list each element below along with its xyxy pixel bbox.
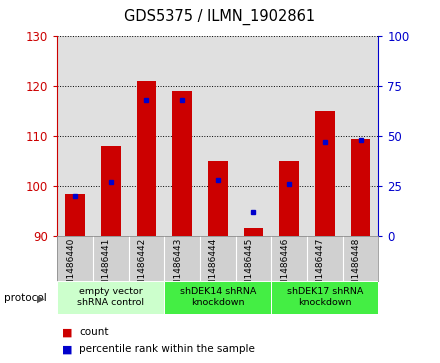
Text: GDS5375 / ILMN_1902861: GDS5375 / ILMN_1902861 [125,9,315,25]
Bar [208,161,227,236]
Text: GSM1486447: GSM1486447 [316,237,325,298]
Bar [172,91,192,236]
Text: protocol: protocol [4,293,47,303]
Text: GSM1486440: GSM1486440 [66,237,75,298]
Text: GSM1486445: GSM1486445 [245,237,253,298]
Text: empty vector
shRNA control: empty vector shRNA control [77,287,144,307]
Bar [101,146,121,236]
Text: count: count [79,327,109,337]
Text: shDEK14 shRNA
knockdown: shDEK14 shRNA knockdown [180,287,256,307]
Text: GSM1486446: GSM1486446 [280,237,289,298]
Bar [57,281,164,314]
Text: ▶: ▶ [37,293,45,303]
Bar [279,161,299,236]
Text: GSM1486444: GSM1486444 [209,237,218,298]
Text: GSM1486443: GSM1486443 [173,237,182,298]
Text: shDEK17 shRNA
knockdown: shDEK17 shRNA knockdown [287,287,363,307]
Text: ■: ■ [62,344,72,354]
Text: percentile rank within the sample: percentile rank within the sample [79,344,255,354]
Bar [136,81,156,236]
Bar [244,228,263,236]
Text: GSM1486441: GSM1486441 [102,237,111,298]
Text: GSM1486448: GSM1486448 [352,237,360,298]
Bar [351,139,370,236]
Bar [271,281,378,314]
Text: ■: ■ [62,327,72,337]
Text: GSM1486442: GSM1486442 [137,237,147,298]
Bar [164,281,271,314]
Bar [315,111,335,236]
Bar [65,193,85,236]
